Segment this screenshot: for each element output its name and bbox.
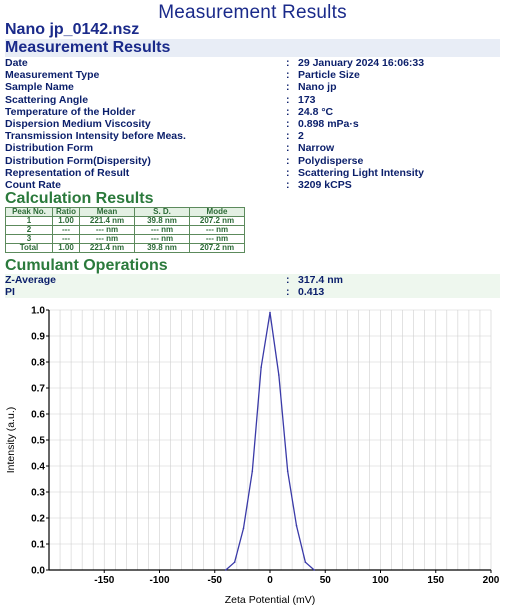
zeta-potential-chart: 0.0 0.1 0.2 0.3 0.4 0.5 0.6 0.7 0.8 0.9 1.0 -150 -10…	[0, 300, 505, 609]
calculation-results-heading: Calculation Results	[5, 190, 154, 207]
data-point	[304, 561, 307, 563]
result-label: Distribution Form(Dispersity)	[5, 154, 151, 167]
result-label: PI	[5, 286, 15, 298]
separator: :	[286, 81, 290, 94]
result-row: Date:29 January 2024 16:06:33	[5, 57, 500, 69]
y-tick-label: 0.5	[31, 436, 45, 447]
result-value: Scattering Light Intensity	[298, 166, 425, 179]
data-point	[313, 569, 316, 571]
table-cell: 221.4 nm	[79, 243, 135, 253]
x-axis-label: Zeta Potential (mV)	[225, 594, 315, 606]
table-cell: 1.00	[52, 243, 80, 253]
table-cell: 207.2 nm	[189, 243, 245, 253]
result-value: 173	[298, 93, 316, 106]
result-value: Narrow	[298, 142, 335, 155]
chart-svg: 0.0 0.1 0.2 0.3 0.4 0.5 0.6 0.7 0.8 0.9 1.0 -150 -10…	[5, 306, 500, 607]
y-axis-label: Intensity (a.u.)	[5, 407, 17, 474]
y-tick-label: 1.0	[31, 306, 45, 317]
result-value: 0.898 mPa·s	[298, 118, 359, 130]
data-point	[269, 311, 271, 314]
result-value: Nano jp	[298, 81, 337, 94]
y-tick-label: 0.2	[31, 514, 45, 525]
separator: :	[286, 130, 290, 143]
calculation-results-table: Peak No. Ratio Mean S. D. Mode 1 1.00 221.4 nm…	[5, 207, 245, 253]
result-row: Temperature of the Holder:24.8 °C	[5, 106, 500, 118]
result-value: Polydisperse	[298, 154, 364, 167]
y-tick-label: 0.3	[31, 488, 45, 499]
separator: :	[286, 57, 290, 69]
result-value: Particle Size	[298, 69, 360, 82]
x-tick-label: 150	[427, 575, 444, 586]
page-title: Measurement Results	[158, 2, 347, 23]
data-point	[295, 525, 298, 527]
table-cell: Total	[5, 243, 53, 253]
result-label: Transmission Intensity before Meas.	[5, 130, 186, 143]
y-tick-label: 0.7	[31, 384, 45, 395]
y-tick-label: 0.6	[31, 410, 45, 421]
y-tick-label: 0.1	[31, 540, 45, 551]
result-row: Scattering Angle:173	[5, 94, 500, 106]
result-value: 3209 kCPS	[298, 179, 352, 191]
result-label: Sample Name	[5, 81, 74, 94]
result-label: Distribution Form	[5, 142, 94, 155]
separator: :	[286, 142, 290, 155]
result-label: Measurement Type	[5, 69, 100, 82]
y-tick-label: 0.0	[31, 566, 45, 577]
separator: :	[286, 118, 290, 130]
separator: :	[286, 286, 290, 298]
measurement-results-heading: Measurement Results	[5, 39, 500, 57]
result-row: Sample Name: Nano jp	[5, 81, 500, 93]
result-value: 2	[298, 130, 304, 143]
result-label: Z-Average	[5, 274, 56, 286]
table-row: Total 1.00 221.4 nm 39.8 nm 207.2 nm	[5, 243, 245, 253]
separator: :	[286, 154, 290, 167]
result-row: Distribution Form: Narrow	[5, 142, 500, 154]
x-tick-label: 0	[267, 575, 273, 586]
separator: :	[286, 105, 290, 118]
separator: :	[286, 274, 290, 286]
data-point	[242, 527, 245, 530]
result-value: 317.4 nm	[298, 274, 343, 286]
separator: :	[286, 179, 290, 191]
data-point	[278, 374, 280, 376]
file-name: Nano jp_0142.nsz	[5, 21, 140, 38]
x-tick-label: -50	[208, 575, 223, 586]
result-label: Date	[5, 57, 28, 69]
data-point	[286, 470, 289, 472]
result-row: Representation of Result: Scattering Ligh…	[5, 167, 500, 179]
result-row: Measurement Type: Particle Size	[5, 69, 500, 81]
cumulant-operations-heading: Cumulant Operations	[5, 257, 168, 274]
x-tick-label: 100	[372, 575, 389, 586]
y-tick-label: 0.9	[31, 332, 45, 343]
result-row: Transmission Intensity before Meas.:2	[5, 130, 500, 142]
data-point	[225, 569, 227, 571]
result-row: PI:0.413	[5, 286, 500, 298]
separator: :	[286, 166, 290, 179]
result-label: Count Rate	[5, 179, 61, 191]
result-label: Representation of Result	[5, 166, 130, 179]
x-tick-label: -150	[94, 575, 114, 586]
data-point	[251, 470, 254, 472]
y-tick-label: 0.4	[31, 462, 45, 473]
y-tick-label: 0.8	[31, 358, 45, 369]
table-header-row: Peak No. Ratio Mean S. D. Mode	[5, 207, 245, 217]
result-row: Dispersion Medium Viscosity:0.898 mPa·s	[5, 118, 500, 130]
table-cell: 39.8 nm	[134, 243, 190, 253]
data-point	[233, 561, 236, 563]
x-tick-label: -100	[149, 575, 169, 586]
data-point	[260, 366, 262, 368]
result-value: 24.8 °C	[298, 105, 334, 118]
result-row: Distribution Form(Dispersity): Polydisper…	[5, 155, 500, 167]
result-label: Temperature of the Holder	[5, 105, 136, 118]
x-tick-label: 50	[320, 575, 332, 586]
result-label: Scattering Angle	[5, 93, 89, 106]
result-value: 29 January 2024 16:06:33	[298, 57, 425, 69]
x-tick-label: 200	[483, 575, 500, 586]
result-label: Dispersion Medium Viscosity	[5, 118, 151, 130]
separator: :	[286, 93, 290, 106]
result-row: Count Rate:3209 kCPS	[5, 179, 500, 191]
result-value: 0.413	[298, 286, 325, 298]
result-row: Z-Average:317.4 nm	[5, 274, 500, 286]
separator: :	[286, 69, 290, 82]
